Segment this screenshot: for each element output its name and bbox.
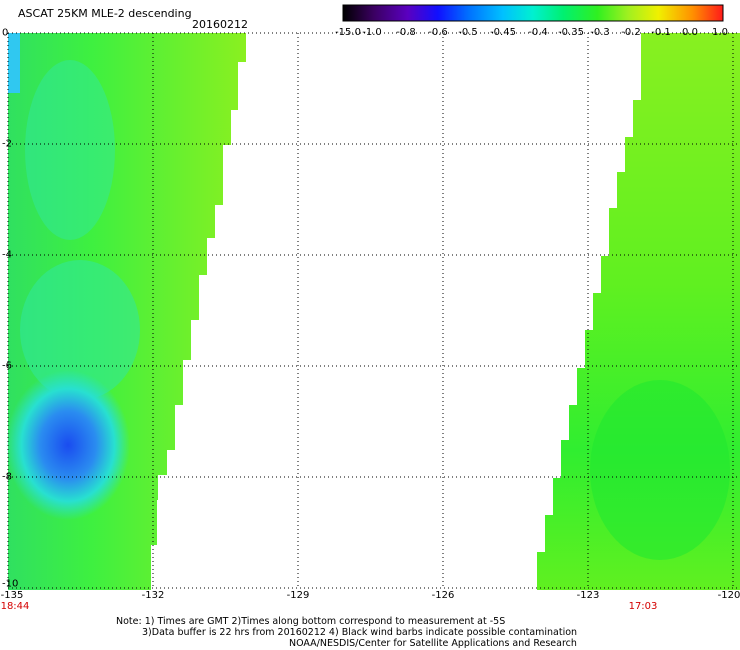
lon-label: -135 — [0, 590, 24, 601]
colorbar-label: -0.2 — [621, 27, 641, 38]
colorbar — [342, 4, 724, 22]
colorbar-label: -0.4 — [528, 27, 548, 38]
colorbar-label: -0.3 — [590, 27, 610, 38]
colorbar-label: -0.35 — [558, 27, 584, 38]
cyan-band — [25, 60, 115, 240]
lat-label: -2 — [2, 138, 12, 150]
map-date: 20160212 — [192, 18, 248, 31]
colorbar-label: 0.0 — [682, 27, 698, 38]
note-line-3: NOAA/NESDIS/Center for Satellite Applica… — [289, 638, 577, 649]
lon-label: -120 — [717, 590, 740, 601]
lat-label: -8 — [2, 471, 12, 483]
green-patch — [590, 380, 730, 560]
lat-lon-grid — [7, 32, 740, 589]
cyan-edge — [8, 33, 20, 93]
colorbar-label: -0.8 — [396, 27, 416, 38]
time-right: 17:03 — [628, 601, 658, 612]
lat-label: 0 — [2, 27, 9, 39]
colorbar-label: -0.6 — [428, 27, 448, 38]
colorbar-label: -15.0 — [335, 27, 361, 38]
colorbar-label: -1.0 — [362, 27, 382, 38]
note-line-2: 3)Data buffer is 22 hrs from 20160212 4)… — [142, 627, 578, 638]
colorbar-label: -0.5 — [458, 27, 478, 38]
lat-label: -6 — [2, 360, 12, 372]
lon-label: -129 — [286, 590, 310, 601]
lat-label: -10 — [2, 578, 19, 590]
colorbar-label: 1.0 — [712, 27, 728, 38]
lon-label: -132 — [141, 590, 165, 601]
colorbar-label: -0.45 — [490, 27, 516, 38]
note-line-1: Note: 1) Times are GMT 2)Times along bot… — [116, 616, 506, 627]
lon-label: -123 — [576, 590, 600, 601]
lat-label: -4 — [2, 249, 12, 261]
colorbar-label: -0.1 — [651, 27, 671, 38]
map-title: ASCAT 25KM MLE-2 descending — [18, 7, 192, 20]
time-left: 18:44 — [0, 601, 30, 612]
low-mle-region — [6, 370, 130, 520]
cyan-patch — [20, 260, 140, 400]
lon-label: -126 — [431, 590, 455, 601]
